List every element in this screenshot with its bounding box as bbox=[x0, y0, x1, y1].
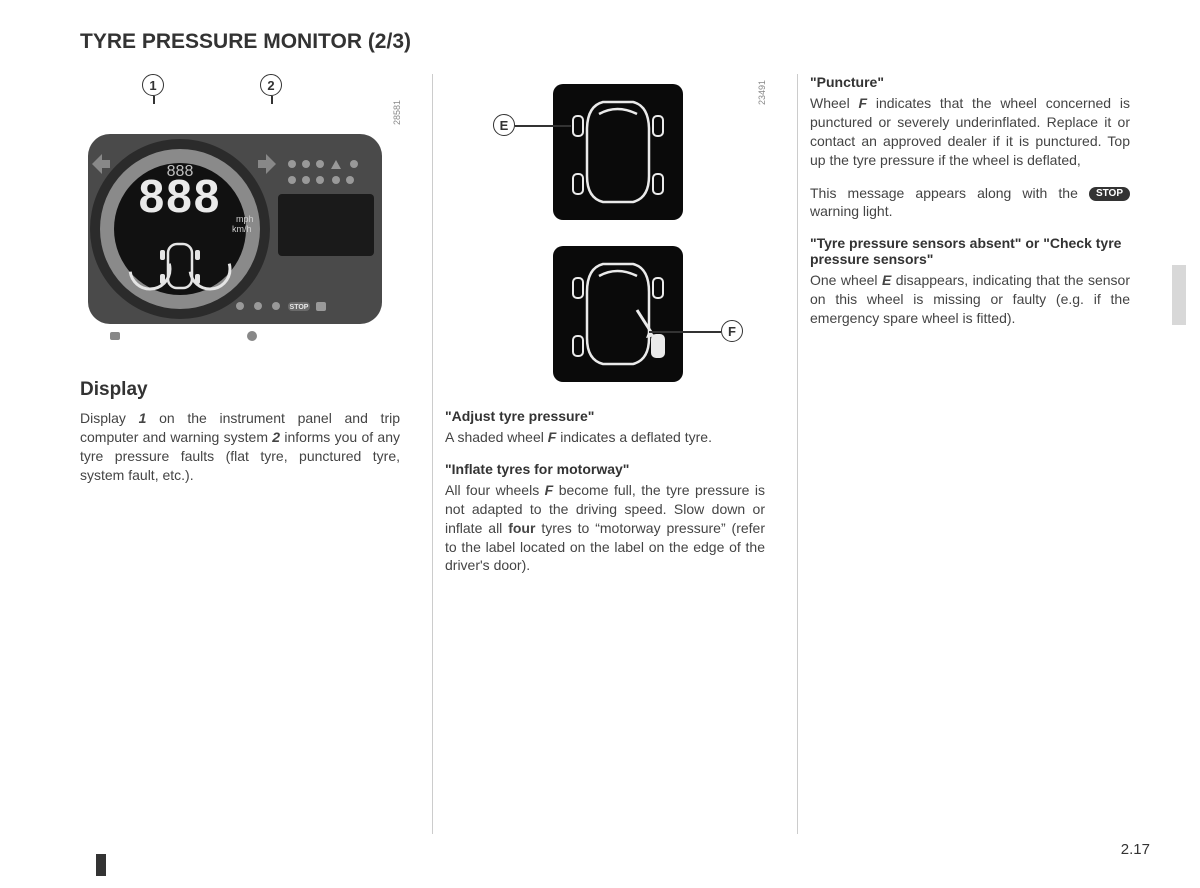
figure-dashboard: 28581 888 888 mph km/h bbox=[80, 94, 400, 359]
callout-E-line bbox=[515, 125, 571, 127]
title-sub: (2/3) bbox=[362, 30, 411, 53]
svg-text:mph: mph bbox=[236, 214, 254, 224]
column-3: "Puncture" Wheel F indicates that the wh… bbox=[810, 74, 1150, 834]
callout-1: 1 bbox=[142, 74, 164, 96]
adjust-body: A shaded wheel F indicates a deflated ty… bbox=[445, 428, 765, 447]
figure-tyre-icons: 23491 E F bbox=[445, 74, 765, 394]
image-code-center: 23491 bbox=[757, 80, 767, 105]
column-2: 23491 E F bbox=[445, 74, 785, 834]
content-columns: 1 2 28581 888 888 mph km/h bbox=[80, 74, 1160, 834]
stop-line-a: This message appears along with the bbox=[810, 185, 1089, 201]
puncture-body: Wheel F indicates that the wheel concern… bbox=[810, 94, 1130, 170]
column-separator-2 bbox=[797, 74, 798, 834]
inflate-body: All four wheels F become full, the tyre … bbox=[445, 481, 765, 575]
callout-F-line bbox=[649, 331, 721, 333]
callout-F: F bbox=[721, 320, 743, 342]
image-code-left: 28581 bbox=[392, 100, 402, 125]
sensors-heading: "Tyre pressure sensors absent" or "Check… bbox=[810, 235, 1130, 267]
title-text: TYRE PRESSURE MONITOR bbox=[80, 30, 362, 53]
stop-pill-icon: STOP bbox=[1089, 187, 1130, 201]
column-1: 1 2 28581 888 888 mph km/h bbox=[80, 74, 420, 834]
puncture-heading: "Puncture" bbox=[810, 74, 1130, 90]
footer-mark bbox=[96, 854, 106, 876]
display-body: Display 1 on the instrument panel and tr… bbox=[80, 409, 400, 485]
sensors-body: One wheel E disappears, indicating that … bbox=[810, 271, 1130, 328]
svg-text:STOP: STOP bbox=[290, 304, 309, 311]
svg-text:888: 888 bbox=[167, 163, 194, 180]
display-heading: Display bbox=[80, 379, 400, 401]
page-number: 2.17 bbox=[1121, 841, 1150, 858]
side-tab bbox=[1172, 265, 1186, 325]
dashboard-cluster-icon: 888 888 mph km/h bbox=[80, 94, 400, 354]
svg-text:km/h: km/h bbox=[232, 224, 252, 234]
callout-row-left: 1 2 bbox=[80, 74, 400, 94]
puncture-stop-line: This message appears along with the STOP… bbox=[810, 184, 1130, 222]
page-title: TYRE PRESSURE MONITOR (2/3) bbox=[80, 30, 1160, 54]
stop-line-b: warning light. bbox=[810, 203, 893, 219]
adjust-heading: "Adjust tyre pressure" bbox=[445, 408, 765, 424]
callout-2: 2 bbox=[260, 74, 282, 96]
inflate-heading: "Inflate tyres for motorway" bbox=[445, 461, 765, 477]
callout-E: E bbox=[493, 114, 515, 136]
column-separator-1 bbox=[432, 74, 433, 834]
